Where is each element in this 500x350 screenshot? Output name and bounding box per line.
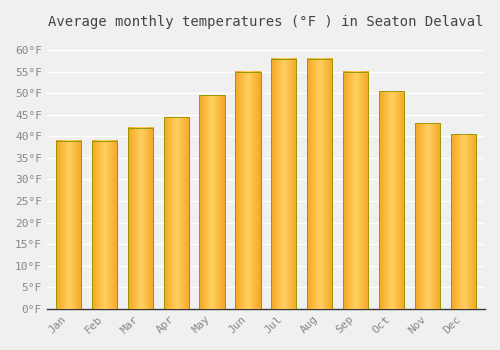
Bar xyxy=(56,141,81,309)
Bar xyxy=(92,141,117,309)
Bar xyxy=(128,128,153,309)
Bar xyxy=(164,117,188,309)
Title: Average monthly temperatures (°F ) in Seaton Delaval: Average monthly temperatures (°F ) in Se… xyxy=(48,15,484,29)
Bar xyxy=(236,72,260,309)
Bar xyxy=(379,91,404,309)
Bar xyxy=(272,59,296,309)
Bar xyxy=(307,59,332,309)
Bar xyxy=(343,72,368,309)
Bar xyxy=(451,134,476,309)
Bar xyxy=(415,123,440,309)
Bar xyxy=(200,95,224,309)
